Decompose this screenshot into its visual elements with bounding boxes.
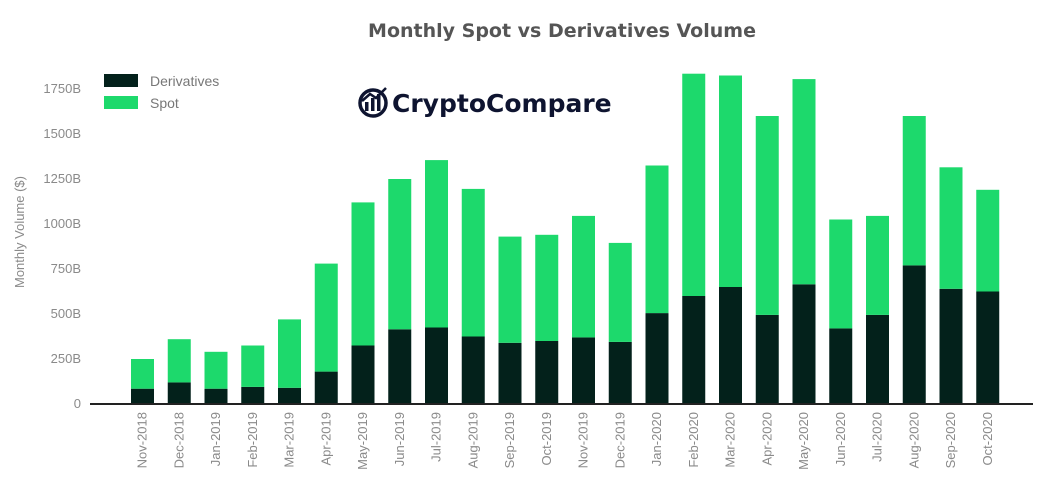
- bar-spot-feb-2019: [241, 345, 265, 387]
- bar-derivatives-nov-2019: [572, 337, 595, 404]
- bar-derivatives-oct-2020: [976, 291, 1000, 404]
- bar-spot-nov-2019: [572, 215, 595, 338]
- bar-spot-jul-2019: [425, 160, 448, 328]
- logo-text: CryptoCompare: [392, 89, 612, 118]
- legend-label-derivatives: Derivatives: [150, 73, 219, 89]
- x-tick-label: Jul-2020: [870, 412, 885, 462]
- bar-derivatives-may-2020: [792, 284, 816, 404]
- x-tick-label: Sep-2019: [502, 412, 517, 468]
- x-tick-label: Nov-2018: [135, 412, 150, 468]
- x-tick-label: Jan-2020: [649, 412, 664, 466]
- x-tick-label: Feb-2020: [686, 412, 701, 468]
- bar-derivatives-aug-2020: [902, 265, 926, 404]
- cryptocompare-logo: CryptoCompare: [358, 87, 612, 118]
- y-tick-label: 500B: [51, 306, 81, 321]
- bar-spot-nov-2018: [131, 359, 154, 389]
- bar-spot-jan-2020: [645, 165, 669, 314]
- legend: Derivatives Spot: [104, 73, 219, 111]
- bar-spot-oct-2019: [535, 234, 559, 341]
- x-tick-label: Jul-2019: [429, 412, 444, 462]
- bar-derivatives-jun-2020: [829, 328, 853, 404]
- bar-derivatives-apr-2020: [755, 314, 779, 404]
- x-tick-label: May-2020: [796, 412, 811, 470]
- x-tick-label: Mar-2019: [282, 412, 297, 468]
- cryptocompare-logo-icon: [358, 87, 388, 118]
- bar-spot-jun-2020: [829, 219, 853, 329]
- bar-derivatives-jul-2020: [866, 314, 889, 404]
- x-tick-label: Aug-2020: [906, 412, 921, 468]
- bar-derivatives-jan-2020: [645, 313, 669, 404]
- x-axis-ticks: Nov-2018 Dec-2018 Jan-2019 Feb-2019 Mar-2019…: [135, 412, 995, 470]
- bar-spot-may-2020: [792, 79, 816, 285]
- bar-spot-dec-2019: [608, 242, 632, 342]
- y-tick-label: 1750B: [43, 81, 81, 96]
- x-tick-label: Apr-2020: [759, 412, 774, 465]
- bar-spot-apr-2020: [755, 116, 779, 315]
- bar-derivatives-feb-2019: [241, 386, 265, 404]
- bar-derivatives-dec-2019: [608, 341, 632, 404]
- y-axis-ticks: 0 250B 500B 750B 1000B 1250B 1500B 1750B: [43, 81, 81, 411]
- bar-spot-dec-2018: [167, 339, 191, 383]
- bar-derivatives-jun-2019: [388, 329, 412, 404]
- bar-derivatives-feb-2020: [682, 296, 706, 404]
- x-tick-label: Jan-2019: [208, 412, 223, 466]
- bar-derivatives-jul-2019: [425, 327, 448, 404]
- bar-spot-sep-2020: [939, 167, 963, 289]
- x-tick-label: May-2019: [355, 412, 370, 470]
- x-tick-label: Oct-2019: [539, 412, 554, 465]
- bar-derivatives-oct-2019: [535, 341, 559, 404]
- y-axis-label: Monthly Volume ($): [12, 176, 27, 288]
- legend-swatch-derivatives: [104, 74, 138, 87]
- x-tick-label: Mar-2020: [723, 412, 738, 468]
- y-tick-label: 1500B: [43, 126, 81, 141]
- x-tick-label: Sep-2020: [943, 412, 958, 468]
- bar-derivatives-may-2019: [351, 345, 375, 404]
- bar-spot-mar-2019: [278, 319, 301, 388]
- bar-derivatives-mar-2020: [719, 287, 742, 404]
- bar-derivatives-mar-2019: [278, 387, 301, 404]
- x-tick-label: Dec-2018: [171, 412, 186, 468]
- bar-derivatives-sep-2019: [498, 342, 522, 404]
- bar-derivatives-nov-2018: [131, 388, 154, 404]
- bar-spot-mar-2020: [719, 75, 742, 287]
- x-tick-label: Feb-2019: [245, 412, 260, 468]
- bar-spot-jan-2019: [204, 351, 228, 389]
- y-tick-label: 750B: [51, 261, 81, 276]
- x-tick-label: Apr-2019: [318, 412, 333, 465]
- x-tick-label: Dec-2019: [612, 412, 627, 468]
- y-tick-label: 1000B: [43, 216, 81, 231]
- x-tick-label: Jun-2019: [392, 412, 407, 466]
- bar-spot-may-2019: [351, 202, 375, 346]
- bar-derivatives-sep-2020: [939, 288, 963, 404]
- legend-label-spot: Spot: [150, 95, 179, 111]
- y-tick-label: 1250B: [43, 171, 81, 186]
- legend-swatch-spot: [104, 96, 138, 109]
- bar-spot-oct-2020: [976, 189, 1000, 292]
- bar-spot-feb-2020: [682, 73, 706, 296]
- bar-spot-sep-2019: [498, 236, 522, 343]
- bars: [131, 73, 1000, 404]
- x-tick-label: Aug-2019: [465, 412, 480, 468]
- bar-spot-apr-2019: [314, 263, 338, 372]
- bar-derivatives-jan-2019: [204, 388, 228, 404]
- bar-derivatives-dec-2018: [167, 382, 191, 404]
- chart-title: Monthly Spot vs Derivatives Volume: [368, 20, 756, 42]
- bar-spot-aug-2020: [902, 116, 926, 266]
- x-tick-label: Oct-2020: [980, 412, 995, 465]
- bar-derivatives-aug-2019: [461, 336, 485, 404]
- y-tick-label: 0: [74, 396, 81, 411]
- bar-derivatives-apr-2019: [314, 371, 338, 404]
- bar-spot-aug-2019: [461, 188, 485, 337]
- y-tick-label: 250B: [51, 351, 81, 366]
- bar-spot-jun-2019: [388, 179, 412, 330]
- x-tick-label: Nov-2019: [576, 412, 591, 468]
- x-tick-label: Jun-2020: [833, 412, 848, 466]
- bar-spot-jul-2020: [866, 215, 889, 315]
